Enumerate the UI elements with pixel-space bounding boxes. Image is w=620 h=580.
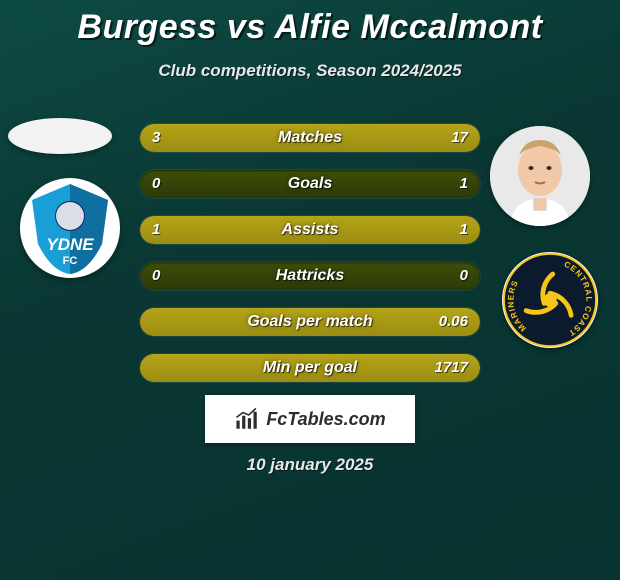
club-left-badge-sub: FC [63, 255, 78, 267]
club-left-badge: YDNE FC [20, 178, 120, 278]
club-right-badge: CENTRAL COAST MARINERS [502, 252, 598, 348]
player-right-avatar [490, 126, 590, 226]
stat-label: Hattricks [140, 262, 480, 290]
subtitle: Club competitions, Season 2024/2025 [0, 61, 620, 81]
stat-row: 11Assists [140, 216, 480, 244]
club-right-badge-svg: CENTRAL COAST MARINERS [502, 252, 598, 348]
stat-label: Assists [140, 216, 480, 244]
stat-label: Matches [140, 124, 480, 152]
date-text: 10 january 2025 [0, 455, 620, 475]
watermark-icon [234, 406, 260, 432]
watermark: FcTables.com [205, 395, 415, 443]
stat-label: Goals per match [140, 308, 480, 336]
page-title: Burgess vs Alfie Mccalmont [0, 0, 620, 47]
club-left-badge-text: YDNE [46, 235, 94, 254]
stat-label: Goals [140, 170, 480, 198]
stat-row: 317Matches [140, 124, 480, 152]
player-left-avatar [8, 118, 112, 154]
stat-row: 00Hattricks [140, 262, 480, 290]
stat-row: 01Goals [140, 170, 480, 198]
stats-bars: 317Matches 01Goals 11Assists 00Hattricks 0.0… [140, 124, 480, 400]
stat-row: 1717Min per goal [140, 354, 480, 382]
club-left-badge-svg: YDNE FC [20, 178, 120, 278]
watermark-text: FcTables.com [266, 409, 385, 430]
stat-label: Min per goal [140, 354, 480, 382]
stat-row: 0.06Goals per match [140, 308, 480, 336]
